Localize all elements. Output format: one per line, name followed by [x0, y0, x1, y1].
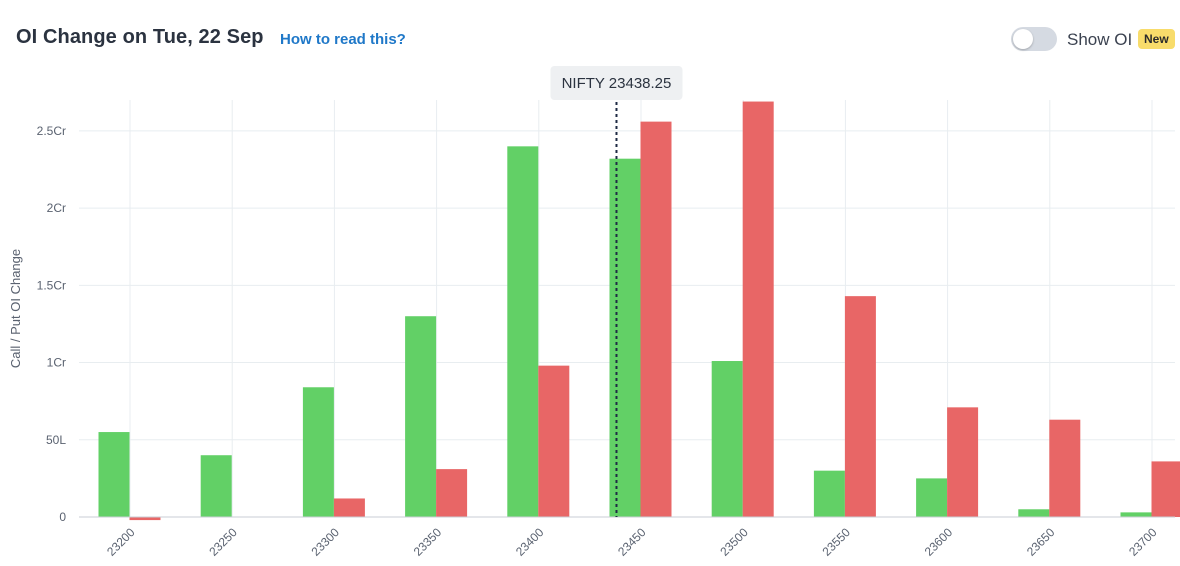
put-oi-bar	[436, 469, 468, 517]
x-tick-label: 23550	[820, 525, 854, 559]
call-oi-bar	[711, 361, 743, 517]
put-oi-bar	[333, 498, 365, 517]
call-oi-bar	[405, 316, 437, 517]
call-oi-bar	[813, 470, 845, 517]
y-tick-label: 1.5Cr	[37, 278, 66, 292]
put-oi-bar	[844, 296, 876, 517]
chart-header: OI Change on Tue, 22 Sep How to read thi…	[0, 0, 1180, 80]
x-tick-label: 23600	[922, 525, 956, 559]
x-tick-label: 23200	[104, 525, 138, 559]
oi-change-chart: 0 50L 1Cr 1.5Cr 2Cr 2.5Cr 23200 23250 23300 23350…	[8, 66, 1180, 559]
y-tick-label: 2Cr	[47, 201, 66, 215]
y-tick-label: 1Cr	[47, 356, 66, 370]
spot-tooltip	[550, 66, 683, 100]
show-oi-label: Show OI	[1067, 30, 1133, 49]
put-oi-bar	[1151, 461, 1180, 517]
page-title: OI Change on Tue, 22 Sep	[16, 26, 264, 48]
call-oi-bar	[98, 432, 130, 517]
call-oi-bar	[200, 455, 232, 517]
y-axis-title: Call / Put OI Change	[8, 249, 23, 368]
new-badge: New	[1138, 29, 1175, 49]
y-tick-label: 50L	[46, 433, 66, 447]
x-tick-label: 23500	[717, 525, 751, 559]
call-oi-bar	[916, 478, 948, 517]
put-oi-bar	[742, 101, 774, 518]
call-oi-bar	[507, 146, 539, 517]
x-tick-label: 23250	[206, 525, 240, 559]
how-to-read-link[interactable]: How to read this?	[280, 31, 406, 48]
x-tick-label: 23400	[513, 525, 547, 559]
y-tick-label: 2.5Cr	[37, 124, 66, 138]
call-oi-bar	[302, 387, 334, 517]
toggle-knob[interactable]	[1013, 29, 1033, 49]
put-oi-bar	[947, 407, 979, 517]
x-tick-label: 23300	[309, 525, 343, 559]
call-oi-bar	[1120, 512, 1152, 517]
call-oi-bar	[609, 158, 641, 517]
x-tick-label: 23700	[1126, 525, 1160, 559]
call-oi-bar	[1018, 509, 1050, 517]
y-tick-label: 0	[59, 510, 66, 524]
put-oi-bar	[640, 121, 672, 517]
put-oi-bar	[1049, 419, 1081, 517]
x-tick-label: 23650	[1024, 525, 1058, 559]
spot-tooltip-label: NIFTY 23438.25	[562, 75, 672, 92]
x-tick-label: 23350	[411, 525, 445, 559]
put-oi-bar	[538, 365, 570, 517]
x-tick-label: 23450	[615, 525, 649, 559]
show-oi-toggle[interactable]	[1011, 27, 1057, 51]
put-oi-bar	[129, 517, 161, 521]
